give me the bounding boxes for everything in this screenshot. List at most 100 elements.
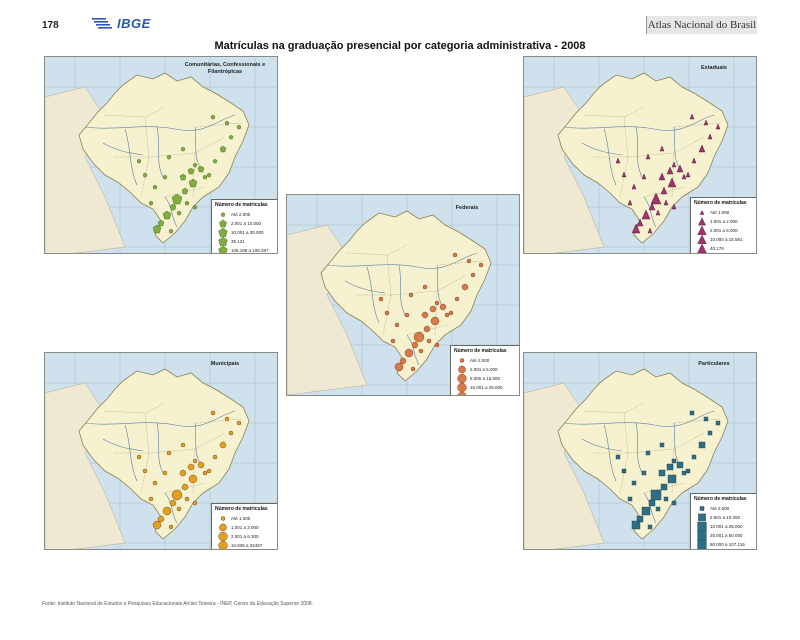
river: [643, 196, 657, 228]
marker-26: [631, 223, 641, 234]
brazil-outline: [78, 72, 250, 244]
marker-26: [152, 520, 162, 530]
legend-symbol-2: [219, 523, 227, 532]
marker-18: [210, 114, 216, 120]
legend-symbol-5: [457, 392, 467, 395]
marker-3: [444, 312, 450, 318]
legend-symbol: [215, 219, 231, 228]
legend-symbol: [694, 540, 710, 549]
map-federais-canvas: [287, 195, 519, 395]
legend-symbol: [694, 513, 710, 522]
legend-label: Até 2.000: [470, 358, 490, 363]
river: [344, 280, 386, 294]
marker-18: [689, 113, 695, 120]
map-comunitarias-canvas: [45, 57, 277, 253]
marker-7: [169, 499, 177, 507]
marker-20: [152, 184, 158, 190]
legend-item: 2.001 a 5.000: [454, 365, 516, 374]
ibge-logo-icon: [92, 18, 112, 29]
marker-13: [691, 157, 697, 164]
marker-23: [166, 450, 172, 456]
legend-symbol-1: [220, 516, 226, 521]
legend-label: Até 2.500: [710, 506, 730, 511]
marker-29: [187, 167, 195, 175]
marker-29: [429, 305, 437, 313]
legend-symbol-3: [697, 522, 707, 531]
river: [194, 126, 202, 170]
marker-14: [219, 145, 227, 153]
legend-symbol: [215, 228, 231, 237]
legend-item: 2.001 a 6.300: [215, 532, 275, 541]
marker-11: [184, 200, 190, 206]
markers: [378, 252, 484, 372]
legend-symbol-4: [218, 541, 228, 549]
legend-symbol-1: [220, 212, 226, 217]
legend-item: 10.001 a 30.000: [215, 228, 275, 237]
state-border: [623, 412, 629, 454]
marker-28: [179, 173, 187, 181]
marker-5: [423, 325, 431, 333]
marker-25: [434, 342, 440, 348]
marker-19: [162, 174, 168, 180]
legend-item: 15.001 a 25.000: [454, 383, 516, 392]
marker-29: [187, 463, 195, 471]
marker-2: [197, 165, 205, 173]
marker-10: [176, 506, 182, 512]
river: [124, 424, 138, 482]
markers: [615, 410, 721, 530]
marker-5: [660, 483, 668, 491]
legend-title: Número de matrículas: [215, 506, 268, 512]
legend-label: Até 1.000: [710, 210, 730, 215]
atlas-title: Atlas Nacional do Brasil: [646, 16, 757, 34]
legend-item: Até 1.000: [215, 514, 275, 523]
legend-symbol-5: [697, 244, 707, 253]
legend-symbol: [215, 246, 231, 253]
river: [635, 422, 643, 474]
legend-symbol: [215, 523, 231, 532]
map-comunitarias-title: Comunitárias, Confessionais e Filantrópi…: [184, 62, 266, 76]
legend-label: 5.000 a 15.000: [470, 376, 501, 381]
marker-4: [430, 316, 440, 326]
legend-symbol: [215, 532, 231, 541]
legend-symbol-1: [459, 358, 465, 363]
marker-20: [152, 480, 158, 486]
marker-14: [461, 283, 469, 291]
legend-symbol-3: [457, 374, 467, 383]
map-particulares-canvas: [524, 353, 756, 549]
marker-22: [136, 454, 142, 460]
marker-24: [180, 146, 186, 152]
river: [156, 126, 164, 178]
river: [406, 334, 420, 366]
legend-symbol-4: [457, 383, 467, 392]
marker-30: [390, 338, 396, 344]
marker-5: [181, 483, 189, 491]
rivers: [563, 410, 715, 524]
marker-28: [421, 311, 429, 319]
markers: [136, 410, 242, 530]
legend-title: Número de matrículas: [215, 202, 268, 208]
legend-symbol-2: [458, 365, 466, 374]
marker-28: [179, 469, 187, 477]
legend-label: Até 2.000: [231, 212, 251, 217]
legend-symbol: [694, 531, 710, 540]
marker-16: [715, 420, 721, 426]
marker-26: [631, 520, 641, 530]
marker-9: [157, 515, 165, 523]
marker-26: [394, 362, 404, 372]
legend-symbol: [454, 365, 470, 374]
legend-symbol-6: [695, 549, 709, 550]
marker-17: [224, 416, 230, 422]
legend-symbol: [454, 392, 470, 395]
marker-3: [202, 174, 208, 180]
marker-3: [681, 173, 687, 180]
marker-15: [228, 430, 234, 436]
legend-item: 2.001 a 6.000: [694, 226, 754, 235]
marker-23: [408, 292, 414, 298]
map-municipais: Municipais Número de matrículas Até 1.00…: [44, 352, 278, 550]
marker-18: [689, 410, 695, 416]
legend-symbol-5: [697, 540, 707, 549]
neighbor-countries: [524, 382, 605, 549]
marker-25: [671, 203, 677, 210]
map-comunitarias-legend: Número de matrículas Até 2.000 2.001 a 10…: [211, 199, 277, 253]
marker-2: [439, 303, 447, 311]
